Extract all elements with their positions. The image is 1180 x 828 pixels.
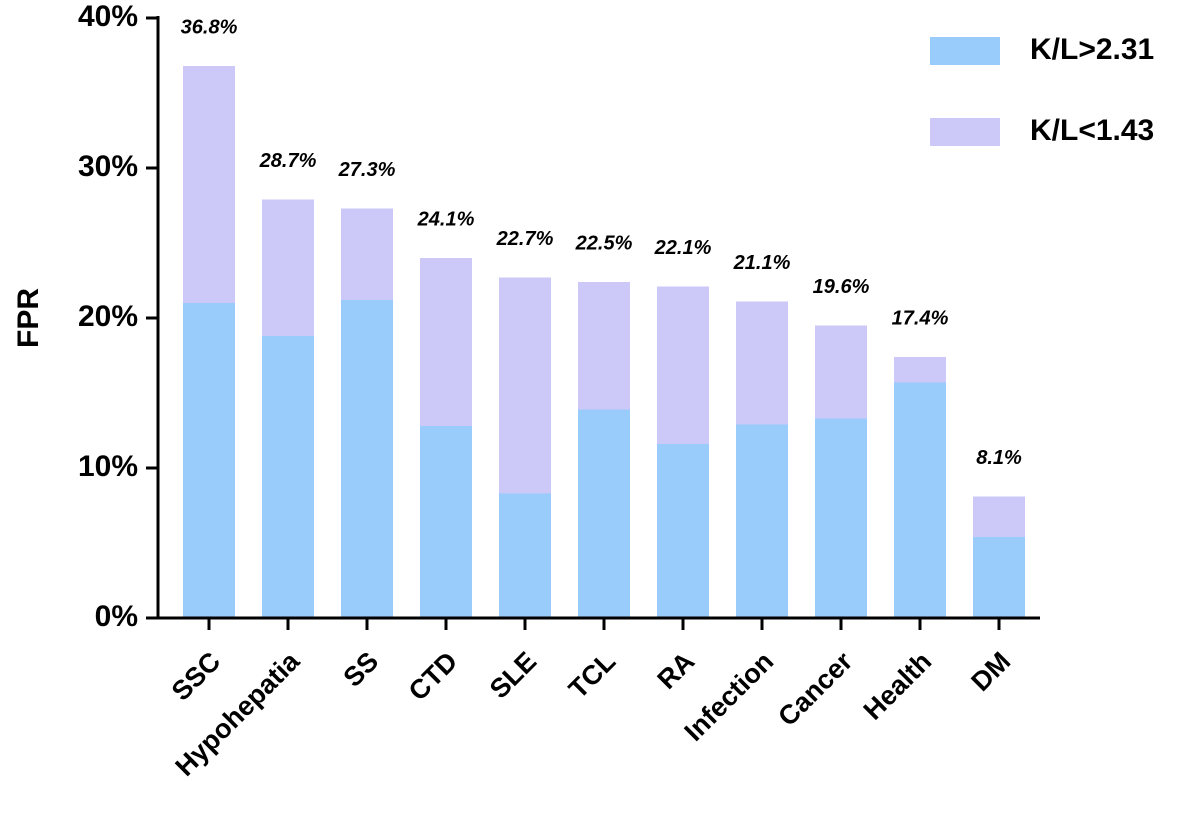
total-label: 27.3%: [338, 159, 396, 181]
bar-segment: [341, 300, 393, 618]
bar-segment: [973, 496, 1025, 537]
bar-segment: [578, 409, 630, 618]
x-tick-label: Health: [858, 646, 938, 726]
y-tick-label: 20%: [78, 300, 138, 333]
bar-segment: [341, 208, 393, 300]
total-label: 19.6%: [813, 276, 870, 298]
total-label: 28.7%: [259, 150, 317, 172]
bar-segment: [183, 303, 235, 618]
bar-segment: [183, 66, 235, 303]
total-label: 21.1%: [733, 252, 791, 274]
x-tick-label: DM: [965, 646, 1016, 697]
y-tick-label: 30%: [78, 150, 138, 183]
x-tick-label: TCL: [563, 646, 621, 704]
bar-segment: [736, 301, 788, 425]
total-label: 22.5%: [575, 232, 633, 254]
bar-segment: [420, 258, 472, 426]
y-tick-label: 40%: [78, 0, 138, 33]
y-tick-label: 0%: [95, 600, 138, 633]
bar-segment: [499, 493, 551, 618]
bar-segment: [894, 382, 946, 618]
total-label: 22.1%: [654, 237, 712, 259]
legend-label: K/L>2.31: [1030, 33, 1154, 66]
bar-segment: [815, 418, 867, 618]
bar-segment: [262, 336, 314, 618]
legend-swatch: [930, 37, 1000, 65]
bar-segment: [973, 537, 1025, 618]
bar-segment: [657, 286, 709, 444]
y-axis-label: FPR: [12, 288, 45, 348]
total-label: 8.1%: [976, 447, 1022, 469]
legend-swatch: [930, 118, 1000, 146]
bar-segment: [499, 277, 551, 494]
x-tick-label: SSC: [166, 646, 226, 706]
bar-segment: [262, 199, 314, 336]
bar-segment: [420, 426, 472, 618]
bar-segment: [657, 444, 709, 618]
total-label: 24.1%: [417, 208, 475, 230]
total-label: 22.7%: [496, 228, 554, 250]
total-label: 36.8%: [181, 16, 238, 38]
bar-segment: [815, 325, 867, 419]
bar-segment: [894, 357, 946, 383]
bar-segment: [578, 282, 630, 410]
total-label: 17.4%: [892, 307, 949, 329]
x-tick-label: SS: [338, 646, 385, 693]
x-tick-label: Cancer: [772, 646, 858, 732]
x-tick-label: SLE: [484, 646, 542, 704]
y-tick-label: 10%: [78, 450, 138, 483]
legend-label: K/L<1.43: [1030, 114, 1154, 147]
x-tick-label: RA: [651, 646, 700, 695]
bar-segment: [736, 424, 788, 618]
x-tick-label: CTD: [403, 646, 463, 706]
